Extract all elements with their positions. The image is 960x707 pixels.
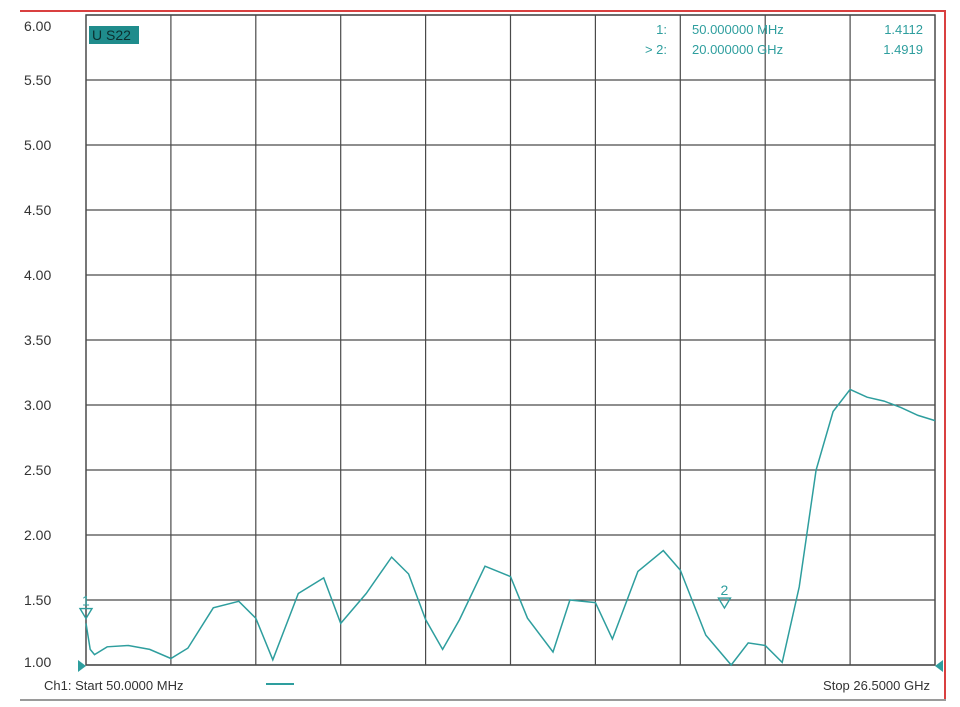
marker-2-icon[interactable] bbox=[717, 597, 732, 610]
stop-frequency-label: Stop 26.5000 GHz bbox=[823, 678, 930, 693]
marker-2-label: 2 bbox=[720, 582, 728, 598]
y-tick-label: 5.50 bbox=[24, 72, 51, 88]
y-tick-label: 6.00 bbox=[24, 18, 51, 34]
trace-markers: 12 bbox=[78, 582, 732, 620]
trace-label: U S22 bbox=[92, 27, 131, 43]
trace-s22 bbox=[85, 388, 936, 667]
start-frequency-label: Ch1: Start 50.0000 MHz bbox=[44, 678, 183, 693]
marker-1-value: 1.4112 bbox=[884, 22, 923, 37]
marker-1-label: 1 bbox=[82, 593, 90, 609]
marker-1-frequency: 50.000000 MHz bbox=[692, 22, 784, 37]
y-tick-label: 5.00 bbox=[24, 137, 51, 153]
marker-2-frequency: 20.000000 GHz bbox=[692, 42, 783, 57]
y-tick-label: 4.50 bbox=[24, 202, 51, 218]
marker-1-icon[interactable] bbox=[78, 607, 94, 620]
marker-2-value: 1.4919 bbox=[883, 42, 923, 57]
y-tick-label: 3.50 bbox=[24, 332, 51, 348]
start-arrow-icon bbox=[78, 660, 86, 672]
y-tick-label: 2.00 bbox=[24, 527, 51, 543]
trace-label-badge[interactable] bbox=[89, 26, 139, 44]
y-tick-label: 1.50 bbox=[24, 592, 51, 608]
marker-readout: 1: 50.000000 MHz 1.4112 > 2: 20.000000 G… bbox=[645, 22, 923, 57]
stop-arrow-icon bbox=[935, 660, 943, 672]
y-tick-labels: 1.00 1.50 2.00 2.50 3.00 3.50 4.00 4.50 5.00 5.50… bbox=[24, 18, 51, 670]
marker-1-id: 1: bbox=[656, 22, 667, 37]
y-tick-label: 4.00 bbox=[24, 267, 51, 283]
y-tick-label: 1.00 bbox=[24, 654, 51, 670]
marker-2-id: > 2: bbox=[645, 42, 667, 57]
y-tick-label: 2.50 bbox=[24, 462, 51, 478]
y-tick-label: 3.00 bbox=[24, 397, 51, 413]
plot-frame bbox=[85, 14, 936, 666]
